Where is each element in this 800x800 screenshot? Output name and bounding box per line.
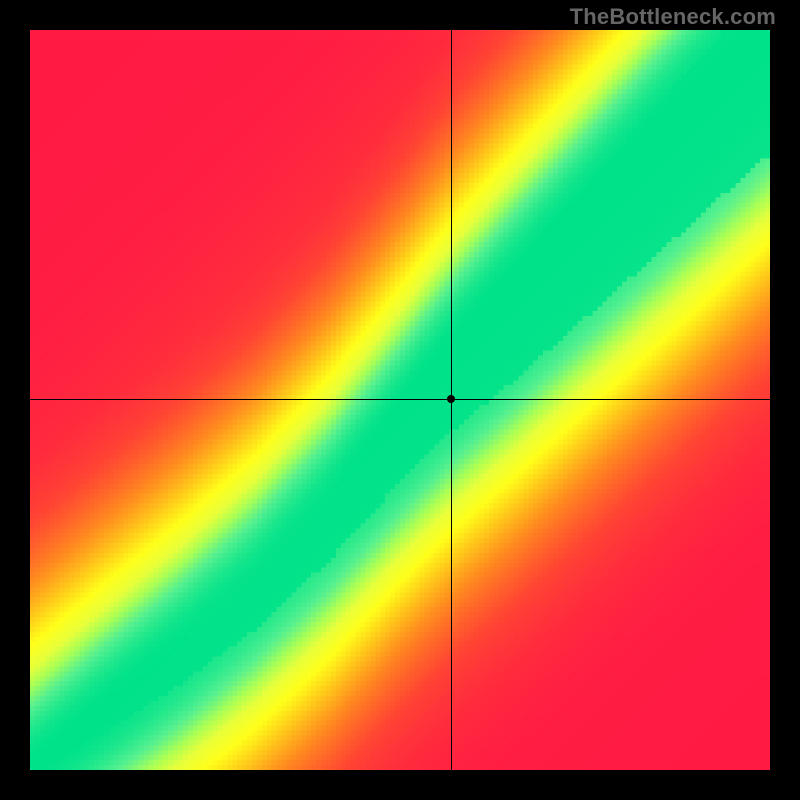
watermark-text: TheBottleneck.com [570, 4, 776, 30]
selection-marker-dot [447, 395, 455, 403]
chart-plot-area [30, 30, 770, 770]
bottleneck-heatmap-canvas [30, 30, 770, 770]
crosshair-horizontal [30, 399, 770, 400]
